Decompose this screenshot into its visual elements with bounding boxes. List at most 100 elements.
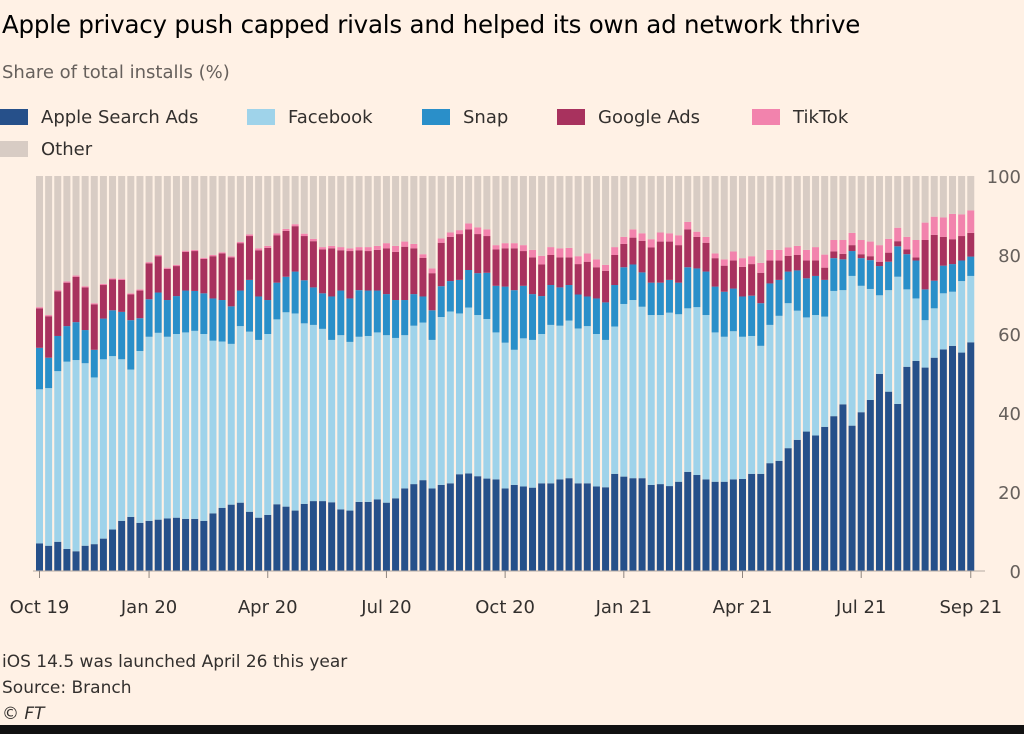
bar-segment-snap	[410, 294, 418, 326]
bar-segment-tiktok	[474, 227, 482, 235]
bar-segment-snap	[939, 265, 947, 294]
bar-segment-facebook	[72, 360, 80, 552]
chart-title: Apple privacy push capped rivals and hel…	[2, 10, 861, 39]
bar-segment-facebook	[291, 313, 299, 511]
bar-segment-facebook	[958, 281, 966, 353]
bar-segment-apple-search-ads	[848, 425, 856, 571]
bar-segment-facebook	[510, 349, 518, 485]
bar-segment-tiktok	[373, 245, 381, 250]
bar-segment-google-ads	[958, 236, 966, 261]
bar-segment-facebook	[81, 363, 89, 546]
bar-segment-tiktok	[264, 245, 272, 248]
bar-segment-snap	[81, 330, 89, 364]
bar-segment-google-ads	[145, 263, 153, 300]
bar-segment-other	[574, 176, 582, 257]
bar-segment-apple-search-ads	[209, 513, 217, 571]
bar-segment-tiktok	[191, 249, 199, 252]
bar-segment-facebook	[410, 325, 418, 485]
bar-segment-apple-search-ads	[118, 520, 126, 571]
bar-segment-other	[282, 176, 290, 229]
bar-segment-tiktok	[702, 236, 710, 243]
bar-segment-google-ads	[866, 256, 874, 261]
bar-segment-google-ads	[812, 260, 820, 276]
bar-segment-snap	[784, 271, 792, 304]
bar-segment-snap	[492, 285, 500, 333]
bar-segment-snap	[729, 288, 737, 332]
bar-segment-other	[702, 176, 710, 237]
bar-segment-snap	[949, 264, 956, 292]
bar-segment-snap	[620, 267, 628, 304]
bar-segment-other	[921, 176, 929, 223]
bar-segment-google-ads	[154, 256, 162, 293]
bar-segment-snap	[163, 300, 171, 337]
bar-segment-google-ads	[848, 245, 856, 252]
bar-segment-tiktok	[894, 227, 902, 242]
bar-segment-google-ads	[693, 236, 701, 269]
x-tick-label: Jan 21	[595, 597, 652, 618]
bar-segment-google-ads	[410, 248, 418, 295]
bar-segment-snap	[118, 311, 126, 360]
bar-segment-apple-search-ads	[428, 488, 436, 571]
bar-segment-tiktok	[492, 245, 500, 250]
bar-segment-google-ads	[218, 253, 226, 301]
bar-segment-facebook	[903, 289, 911, 367]
bar-segment-facebook	[182, 332, 190, 519]
bar-segment-other	[36, 176, 43, 308]
bar-segment-tiktok	[802, 249, 810, 261]
bar-segment-apple-search-ads	[702, 479, 710, 571]
bar-segment-tiktok	[200, 257, 208, 259]
bar-segment-google-ads	[191, 251, 199, 291]
bar-segment-facebook	[300, 323, 308, 504]
bar-segment-tiktok	[172, 264, 180, 267]
bar-segment-other	[501, 176, 509, 244]
bar-segment-other	[127, 176, 135, 294]
bar-segment-other	[492, 176, 500, 246]
bar-segment-other	[382, 176, 390, 244]
bar-segment-other	[172, 176, 180, 265]
bar-segment-apple-search-ads	[958, 352, 966, 571]
bar-segment-other	[309, 176, 317, 239]
bar-segment-google-ads	[894, 241, 902, 247]
bar-segment-snap	[209, 298, 217, 341]
bar-segment-apple-search-ads	[136, 522, 144, 571]
legend-item-other: Other	[0, 138, 92, 160]
bar-segment-apple-search-ads	[455, 474, 463, 571]
bar-segment-google-ads	[328, 248, 336, 297]
bar-segment-apple-search-ads	[191, 518, 199, 571]
bar-segment-tiktok	[419, 254, 427, 258]
bar-segment-snap	[63, 326, 71, 362]
bar-segment-snap	[766, 283, 774, 325]
bar-segment-other	[227, 176, 235, 257]
bar-segment-facebook	[839, 290, 847, 405]
bar-segment-facebook	[264, 334, 272, 515]
bar-segment-snap	[748, 295, 756, 336]
bar-segment-snap	[930, 280, 938, 309]
legend-label: Other	[41, 138, 93, 160]
bar-segment-apple-search-ads	[592, 486, 600, 571]
bar-segment-apple-search-ads	[729, 479, 737, 571]
bar-segment-google-ads	[99, 285, 107, 319]
bar-segment-tiktok	[227, 256, 235, 258]
bar-segment-snap	[455, 279, 463, 314]
bar-segment-facebook	[118, 359, 126, 521]
bar-segment-facebook	[921, 320, 929, 368]
bar-segment-tiktok	[309, 238, 317, 242]
bar-segment-snap	[465, 270, 473, 308]
bar-segment-facebook	[282, 312, 290, 507]
bar-segment-snap	[967, 256, 975, 276]
bar-segment-other	[866, 176, 874, 242]
bar-segment-snap	[757, 303, 765, 346]
bar-segment-apple-search-ads	[392, 498, 400, 571]
bar-segment-snap	[921, 289, 929, 321]
bar-segment-facebook	[309, 324, 317, 502]
bar-segment-facebook	[209, 340, 217, 514]
bar-segment-apple-search-ads	[182, 518, 190, 571]
legend-item-snap: Snap	[422, 106, 508, 128]
bar-segment-google-ads	[656, 241, 664, 283]
bar-segment-other	[218, 176, 226, 253]
bar-segment-snap	[894, 246, 902, 277]
bar-segment-facebook	[857, 285, 865, 413]
y-tick-label: 60	[998, 325, 1021, 346]
bar-segment-other	[656, 176, 664, 233]
bar-segment-snap	[218, 300, 226, 342]
